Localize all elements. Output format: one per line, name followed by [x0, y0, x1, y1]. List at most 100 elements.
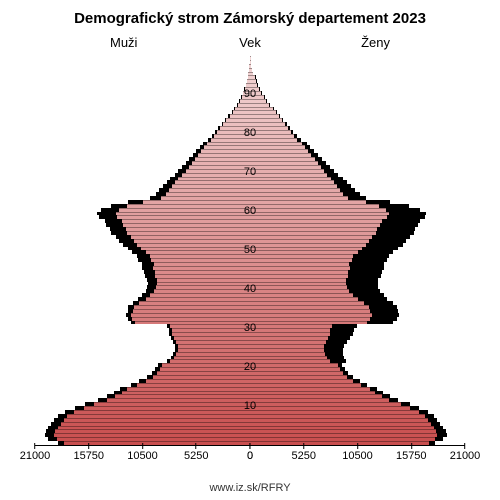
deficit-bar — [175, 173, 183, 177]
age-bar — [250, 422, 440, 426]
population-bar — [214, 134, 250, 138]
population-bar — [116, 212, 250, 216]
deficit-bar — [65, 410, 74, 414]
population-bar — [170, 359, 250, 363]
population-bar — [250, 274, 348, 278]
age-bar — [250, 165, 330, 169]
population-bar — [250, 418, 428, 422]
population-bar — [127, 204, 250, 208]
deficit-bar — [340, 188, 355, 192]
age-bar — [250, 60, 251, 64]
deficit-bar — [46, 429, 55, 433]
deficit-bar — [111, 204, 127, 208]
population-bar — [143, 200, 251, 204]
age-bar — [212, 134, 250, 138]
population-bar — [250, 356, 327, 360]
age-bar — [250, 379, 360, 383]
deficit-bar — [85, 402, 94, 406]
deficit-bar — [138, 258, 150, 262]
female-bars — [250, 55, 465, 445]
age-bar — [169, 332, 250, 336]
age-bar — [250, 367, 345, 371]
age-bar — [239, 99, 250, 103]
deficit-bar — [349, 262, 383, 266]
population-bar — [250, 180, 334, 184]
age-bar — [228, 114, 250, 118]
age-bar — [138, 258, 250, 262]
deficit-bar — [128, 247, 142, 251]
deficit-bar — [131, 383, 138, 387]
age-bar — [189, 157, 250, 161]
age-bar — [250, 99, 267, 103]
age-bar — [101, 208, 250, 212]
deficit-bar — [137, 254, 150, 258]
age-bar — [99, 215, 250, 219]
population-bar — [204, 145, 250, 149]
population-bar — [186, 169, 251, 173]
deficit-bar — [58, 414, 67, 418]
population-bar — [57, 437, 251, 441]
age-bar — [250, 184, 351, 188]
age-bar — [45, 433, 250, 437]
population-bar — [250, 321, 367, 325]
population-bar — [250, 99, 266, 103]
age-bar — [250, 324, 357, 328]
age-bar — [250, 177, 343, 181]
age-bar — [237, 103, 250, 107]
deficit-bar — [146, 289, 154, 293]
population-bar — [250, 188, 340, 192]
age-bar — [142, 266, 251, 270]
population-bar — [54, 433, 250, 437]
population-bar — [250, 301, 364, 305]
age-bar — [147, 375, 250, 379]
population-bar — [122, 391, 250, 395]
population-bar — [250, 293, 353, 297]
deficit-bar — [434, 426, 443, 430]
age-bar — [107, 394, 250, 398]
age-bar — [250, 219, 420, 223]
population-bar — [250, 114, 279, 118]
population-bar — [195, 157, 250, 161]
age-bar — [250, 153, 318, 157]
population-bar — [243, 91, 250, 95]
age-bar — [148, 282, 250, 286]
deficit-bar — [337, 184, 351, 188]
age-bar — [250, 243, 403, 247]
population-bar — [250, 270, 348, 274]
age-bar — [250, 239, 406, 243]
deficit-bar — [330, 332, 354, 336]
age-bar — [250, 328, 354, 332]
x-tick-label: 21000 — [450, 450, 481, 462]
age-bar — [200, 145, 250, 149]
population-bar — [250, 383, 361, 387]
population-bar — [250, 348, 324, 352]
population-bar — [115, 394, 250, 398]
population-bar — [250, 313, 372, 317]
population-bar — [151, 258, 250, 262]
age-bar — [142, 262, 250, 266]
age-bar — [193, 153, 250, 157]
deficit-bar — [348, 270, 381, 274]
deficit-bar — [347, 285, 378, 289]
age-bar — [250, 266, 384, 270]
deficit-bar — [324, 344, 344, 348]
population-bar — [162, 363, 250, 367]
population-bar — [250, 429, 436, 433]
age-bar — [250, 429, 446, 433]
population-bar — [250, 336, 328, 340]
age-bar — [98, 398, 250, 402]
population-bar — [207, 142, 250, 146]
population-bar — [250, 83, 257, 87]
population-bar — [250, 157, 315, 161]
age-bar — [250, 441, 435, 445]
age-bar — [250, 235, 410, 239]
age-bar — [170, 177, 250, 181]
age-bar — [46, 429, 250, 433]
age-bar — [175, 173, 250, 177]
deficit-bar — [45, 433, 54, 437]
deficit-bar — [305, 145, 310, 149]
population-bar — [123, 223, 250, 227]
age-bar — [250, 336, 350, 340]
deficit-bar — [101, 208, 119, 212]
deficit-bar — [338, 363, 342, 367]
